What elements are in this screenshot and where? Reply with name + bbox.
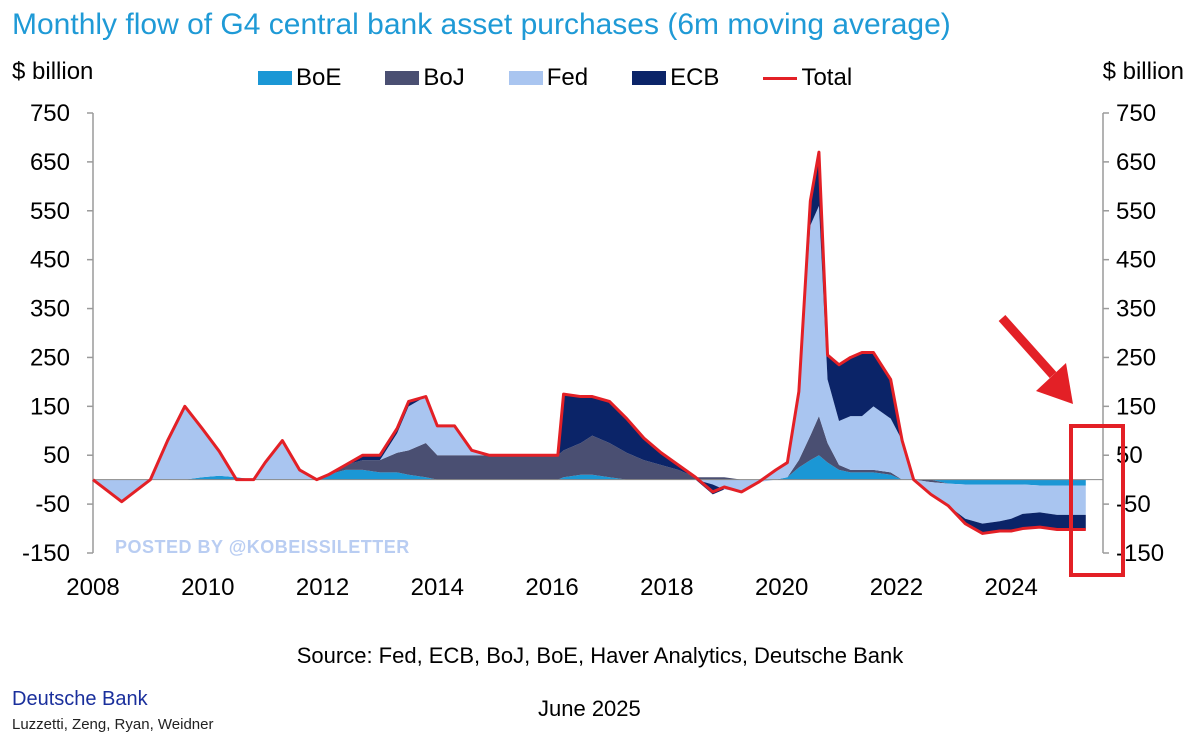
legend-item-fed: Fed	[508, 64, 589, 92]
legend-item-boe: BoE	[258, 64, 341, 92]
y-tick-label-right: 550	[1116, 198, 1156, 225]
y-axis-label-right: $ billion	[1102, 58, 1184, 85]
report-date: June 2025	[538, 696, 641, 721]
y-tick-label-left: 250	[30, 344, 70, 371]
x-tick-label: 2010	[181, 574, 234, 601]
brand-name: Deutsche Bank	[12, 688, 148, 710]
x-tick-label: 2016	[525, 574, 578, 601]
legend-label-fed: Fed	[546, 64, 589, 91]
x-tick-label: 2018	[640, 574, 693, 601]
area-ecb-positive	[93, 152, 1086, 480]
x-tick-label: 2014	[411, 574, 464, 601]
x-tick-label: 2024	[984, 574, 1037, 601]
watermark-text: POSTED BY @KOBEISSILETTER	[115, 537, 410, 557]
legend-label-total: Total	[801, 64, 853, 91]
legend-line-total	[763, 76, 798, 80]
legend-swatch-boe	[258, 71, 292, 85]
area-boe-positive	[93, 455, 1086, 480]
legend-swatch-fed	[508, 71, 543, 85]
y-tick-label-right: 450	[1116, 247, 1156, 274]
area-fed-positive	[93, 205, 1086, 480]
y-tick-label-left: 650	[30, 149, 70, 176]
legend-swatch-boj	[385, 71, 420, 85]
y-tick-label-left: -50	[35, 491, 70, 518]
x-tick-label: 2008	[66, 574, 119, 601]
legend-swatch-ecb	[632, 71, 667, 85]
x-tick-label: 2012	[296, 574, 349, 601]
y-tick-label-right: 750	[1116, 100, 1156, 127]
legend-label-ecb: ECB	[670, 64, 720, 91]
chart-title: Monthly flow of G4 central bank asset pu…	[12, 8, 951, 41]
x-tick-label: 2020	[755, 574, 808, 601]
series-total-line	[92, 150, 1086, 535]
legend-label-boj: BoJ	[423, 64, 465, 91]
legend: BoE BoJ Fed ECB Total	[258, 64, 896, 92]
area-ecb-negative	[93, 479, 1086, 534]
y-tick-label-left: -150	[22, 540, 70, 567]
y-tick-label-right: 650	[1116, 149, 1156, 176]
y-tick-label-left: 550	[30, 198, 70, 225]
y-axis-label-left: $ billion	[12, 58, 94, 85]
red-arrow-shaft	[998, 314, 1057, 379]
legend-item-boj: BoJ	[385, 64, 465, 92]
red-arrow-icon	[1036, 363, 1073, 404]
highlight-box	[1069, 424, 1125, 577]
legend-label-boe: BoE	[296, 64, 342, 91]
y-tick-label-left: 350	[30, 296, 70, 323]
y-tick-label-left: 450	[30, 247, 70, 274]
legend-item-ecb: ECB	[632, 64, 719, 92]
area-fed-negative	[93, 479, 1086, 524]
x-tick-label: 2022	[870, 574, 923, 601]
y-tick-label-right: 350	[1116, 296, 1156, 323]
authors: Luzzetti, Zeng, Ryan, Weidner	[12, 716, 214, 733]
legend-item-total: Total	[763, 64, 852, 92]
y-tick-label-left: 750	[30, 100, 70, 127]
y-tick-label-left: 50	[43, 442, 70, 469]
y-tick-label-right: 150	[1116, 393, 1156, 420]
y-tick-label-right: 50	[1116, 442, 1143, 469]
source-note: Source: Fed, ECB, BoJ, BoE, Haver Analyt…	[296, 643, 904, 668]
area-boj-positive	[93, 416, 1086, 480]
y-tick-label-right: 250	[1116, 344, 1156, 371]
area-boe-negative	[93, 479, 1086, 486]
y-tick-label-left: 150	[30, 393, 70, 420]
